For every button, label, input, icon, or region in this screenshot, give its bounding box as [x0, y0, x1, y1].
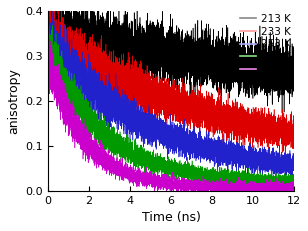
213 K [280, 112, 284, 114]
Line: 293 K: 293 K [48, 39, 294, 197]
253 K [242, 156, 245, 158]
293 K [216, 196, 220, 199]
273 K [59, 75, 62, 77]
293 K [59, 103, 62, 105]
273 K [242, 176, 245, 178]
253 K [192, 145, 196, 147]
Legend: 213 K, 233 K, 253 K, 273 K, 293 K: 213 K, 233 K, 253 K, 273 K, 293 K [239, 13, 292, 76]
253 K [135, 118, 139, 121]
293 K [48, 37, 51, 40]
213 K [202, 71, 206, 74]
253 K [50, 8, 54, 11]
233 K [53, 4, 56, 7]
233 K [202, 117, 206, 120]
293 K [242, 187, 245, 190]
273 K [135, 155, 139, 158]
273 K [192, 164, 196, 166]
293 K [292, 187, 296, 190]
253 K [46, 51, 50, 54]
233 K [292, 130, 296, 133]
Y-axis label: anisotropy: anisotropy [7, 68, 20, 134]
233 K [59, 59, 62, 62]
253 K [292, 163, 296, 166]
293 K [46, 50, 50, 52]
293 K [135, 174, 139, 177]
253 K [229, 150, 232, 152]
233 K [229, 104, 232, 107]
213 K [242, 87, 245, 90]
213 K [46, 23, 50, 25]
213 K [292, 47, 296, 49]
293 K [202, 186, 206, 189]
X-axis label: Time (ns): Time (ns) [142, 211, 201, 224]
273 K [202, 178, 206, 180]
Line: 213 K: 213 K [48, 0, 294, 113]
253 K [202, 143, 206, 146]
273 K [292, 177, 296, 180]
233 K [284, 153, 287, 156]
293 K [229, 190, 232, 193]
253 K [277, 179, 281, 181]
Line: 253 K: 253 K [48, 9, 294, 180]
273 K [51, 24, 54, 27]
213 K [135, 24, 139, 27]
253 K [59, 43, 62, 46]
233 K [242, 116, 245, 119]
213 K [59, 32, 62, 34]
Line: 233 K: 233 K [48, 6, 294, 155]
233 K [46, 33, 50, 36]
273 K [46, 50, 50, 52]
233 K [135, 85, 139, 88]
Line: 273 K: 273 K [48, 25, 294, 191]
293 K [192, 180, 196, 182]
273 K [229, 178, 232, 180]
213 K [192, 53, 196, 56]
273 K [274, 190, 278, 193]
213 K [229, 72, 232, 74]
233 K [192, 103, 196, 105]
